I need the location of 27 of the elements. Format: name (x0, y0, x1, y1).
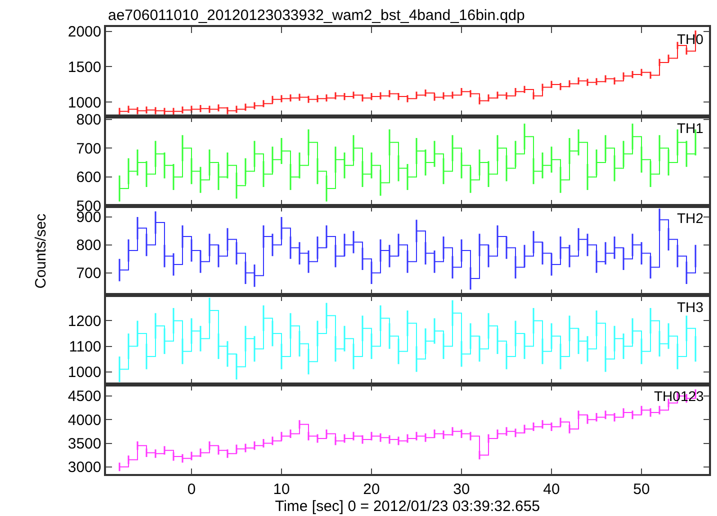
x-tick-label: 10 (273, 480, 290, 498)
y-tick-label: 2000 (68, 24, 102, 41)
y-tick-label: 4000 (68, 412, 102, 429)
x-tick-label: 30 (453, 480, 470, 498)
y-tick-label: 1100 (68, 338, 102, 356)
y-tick-label: 3000 (68, 459, 102, 476)
y-tick-label: 700 (76, 265, 102, 282)
x-tick-label: 0 (187, 480, 196, 498)
legend-label: TH2 (677, 210, 704, 226)
y-tick-label: 800 (76, 112, 102, 129)
y-tick-label: 1000 (68, 364, 102, 382)
y-tick-label: 4500 (68, 388, 102, 406)
y-tick-label: 700 (76, 140, 102, 158)
legend-label: TH1 (677, 120, 704, 136)
y-tick-label: 1500 (68, 58, 102, 76)
x-axis-title: Time [sec] 0 = 2012/01/23 03:39:32.655 (274, 498, 540, 515)
x-tick-label: 40 (543, 480, 560, 498)
y-tick-label: 800 (76, 237, 102, 254)
x-tick-label: 50 (633, 480, 650, 498)
legend-label: TH3 (677, 299, 704, 315)
y-tick-label: 600 (76, 169, 102, 186)
y-tick-label: 1000 (68, 94, 102, 112)
y-tick-label: 3500 (68, 436, 102, 452)
chart-title: ae706011010_20120123033932_wam2_bst_4band_16bin.qdp (108, 7, 525, 24)
x-tick-label: 20 (363, 480, 380, 498)
y-axis-title: Counts/sec (32, 213, 50, 289)
y-tick-label: 1200 (68, 312, 102, 330)
